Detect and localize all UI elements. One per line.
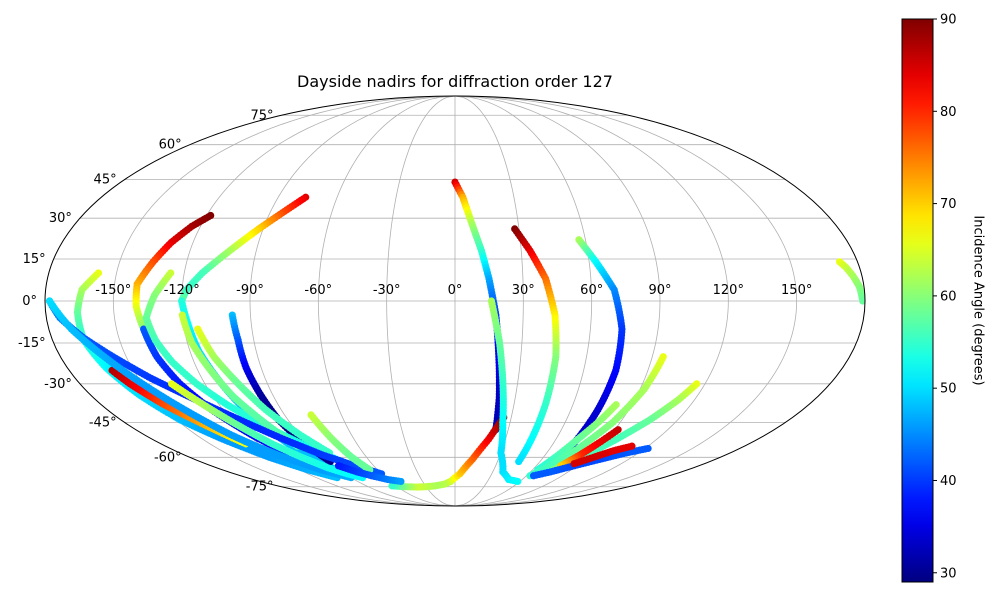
lon-tick-label: -120° (164, 283, 200, 298)
chart-title: Dayside nadirs for diffraction order 127 (297, 72, 613, 91)
colorbar-tick-label: 50 (940, 382, 957, 397)
lat-tick-label: 60° (159, 138, 182, 153)
data-point (529, 472, 538, 480)
colorbar-tick-label: 60 (940, 289, 957, 304)
data-point (397, 477, 405, 486)
colorbar-tick-label: 80 (940, 105, 957, 120)
lon-tick-label: 120° (713, 283, 744, 298)
colorbar-tick-label: 40 (940, 474, 957, 489)
colorbar-tick-label: 30 (940, 566, 957, 581)
track-12 (178, 193, 310, 305)
map-outline (44, 95, 866, 507)
data-point (388, 482, 396, 490)
colorbar-tick-label: 70 (940, 197, 957, 212)
lat-tick-label: -15° (18, 336, 46, 351)
track-26 (45, 297, 276, 457)
track-29 (334, 462, 405, 486)
data-point (267, 449, 276, 457)
gridlines (45, 96, 865, 506)
track-28 (307, 411, 374, 474)
colorbar (901, 18, 934, 583)
lat-tick-label: -45° (89, 415, 117, 430)
lon-tick-label: -60° (304, 283, 332, 298)
track-1 (388, 477, 455, 491)
track-15 (132, 211, 215, 333)
lat-tick-label: 0° (22, 294, 37, 309)
lat-tick-label: -75° (246, 480, 274, 495)
lat-tick-label: 75° (250, 108, 273, 123)
data-point (514, 477, 522, 486)
lat-tick-label: 45° (94, 173, 117, 188)
track-30 (835, 258, 865, 305)
track-25 (45, 297, 386, 478)
lat-tick-label: -60° (154, 450, 182, 465)
track-2 (447, 413, 508, 486)
track-3 (487, 297, 522, 486)
track-11 (570, 442, 636, 468)
lat-tick-label: -30° (44, 377, 72, 392)
track-20 (194, 325, 334, 457)
lon-tick-label: 150° (781, 283, 812, 298)
lon-tick-label: 30° (512, 283, 535, 298)
lon-tick-label: 90° (648, 283, 671, 298)
track-4 (511, 225, 560, 466)
lon-tick-label: 0° (448, 283, 463, 298)
colorbar-tick-label: 90 (940, 13, 957, 28)
lon-tick-label: -150° (95, 283, 131, 298)
track-7 (526, 353, 667, 480)
lon-tick-label: -30° (373, 283, 401, 298)
data-point (515, 457, 523, 466)
lon-tick-label: 60° (580, 283, 603, 298)
data-points (45, 178, 865, 491)
lon-tick-label: -90° (236, 283, 264, 298)
lat-tick-label: 30° (49, 211, 72, 226)
data-point (570, 460, 578, 468)
colorbar-label: Incidence Angle (degrees) (970, 215, 986, 386)
lat-tick-label: 15° (23, 252, 46, 267)
